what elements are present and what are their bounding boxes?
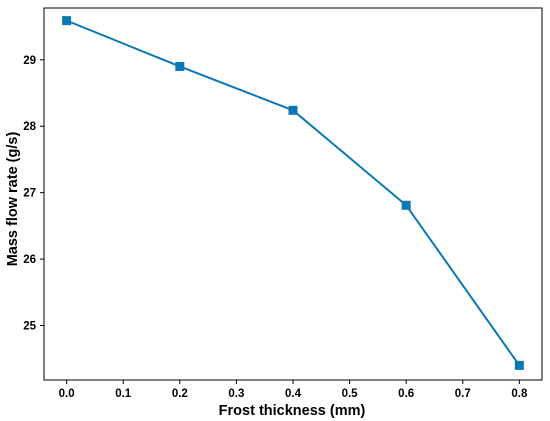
data-point [62,16,72,26]
x-tick-label: 0.4 [285,388,302,400]
x-tick-label: 0.1 [115,388,132,400]
plot-frame [43,7,543,381]
data-point [401,200,411,210]
x-tick-label: 0.2 [172,388,188,400]
y-axis-label: Mass flow rate (g/s) [5,132,21,267]
series-line [66,19,521,366]
x-axis-label: Frost thickness (mm) [219,403,366,419]
x-tick-label: 0.8 [511,388,528,400]
x-tick-label: 0.7 [455,388,471,400]
y-tick-label: 25 [23,321,36,333]
x-tick-label: 0.5 [342,388,359,400]
x-tick-label: 0.3 [228,388,244,400]
y-tick-label: 26 [23,254,36,266]
data-point [514,360,524,370]
y-tick-label: 27 [23,188,36,200]
data-point [175,61,185,71]
data-point [288,105,298,115]
plot-area: 0.0 0.1 0.2 0.3 0.4 0.5 0.6 0.7 0.8 25 26 27 28 29 [23,7,543,400]
y-tick-label: 29 [23,55,36,67]
x-tick-label: 0.6 [398,388,414,400]
x-tick-label: 0.0 [59,388,75,400]
y-tick-label: 28 [23,121,36,133]
